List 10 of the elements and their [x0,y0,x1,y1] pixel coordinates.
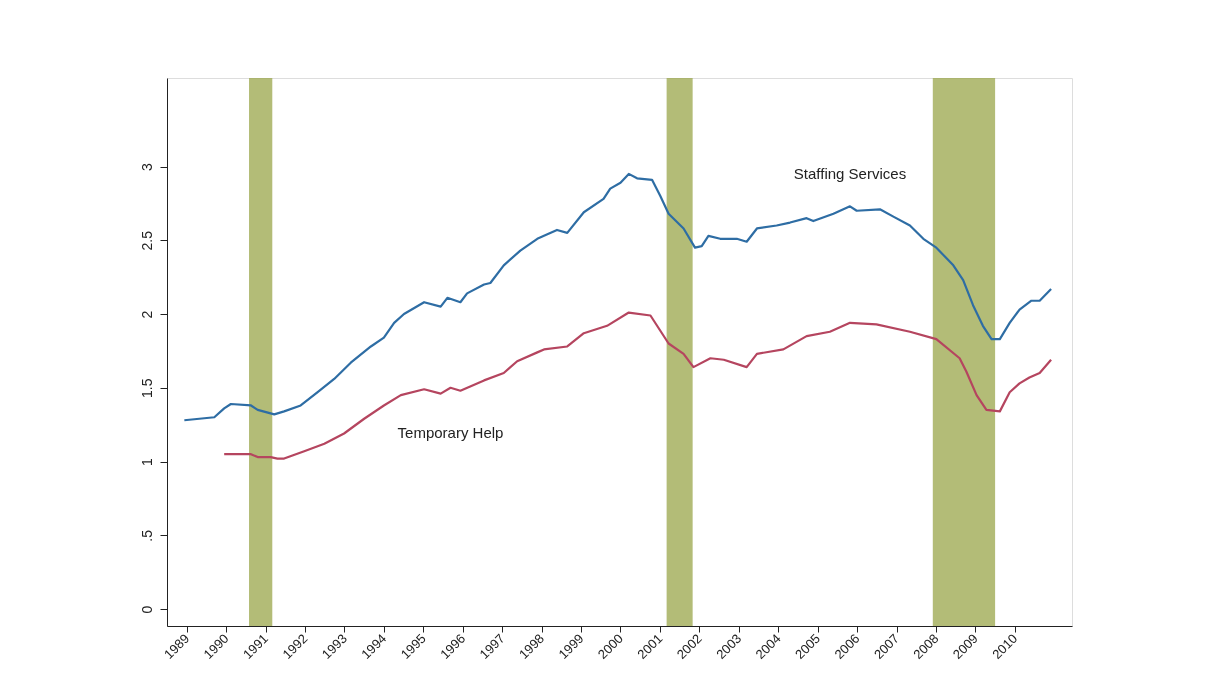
y-tick-label: 1.5 [138,378,155,399]
y-tick-label: 0 [138,605,155,614]
series-label: Temporary Help [397,423,504,441]
line-series [223,311,1053,460]
y-tick-label: 2.5 [138,230,155,251]
y-tick-label: 2 [138,310,155,319]
text: Staffing Services [793,165,907,183]
y-tick-label: .5 [138,529,155,542]
y-tick-label: 1 [138,457,155,466]
y-tick-label: 3 [138,162,155,171]
